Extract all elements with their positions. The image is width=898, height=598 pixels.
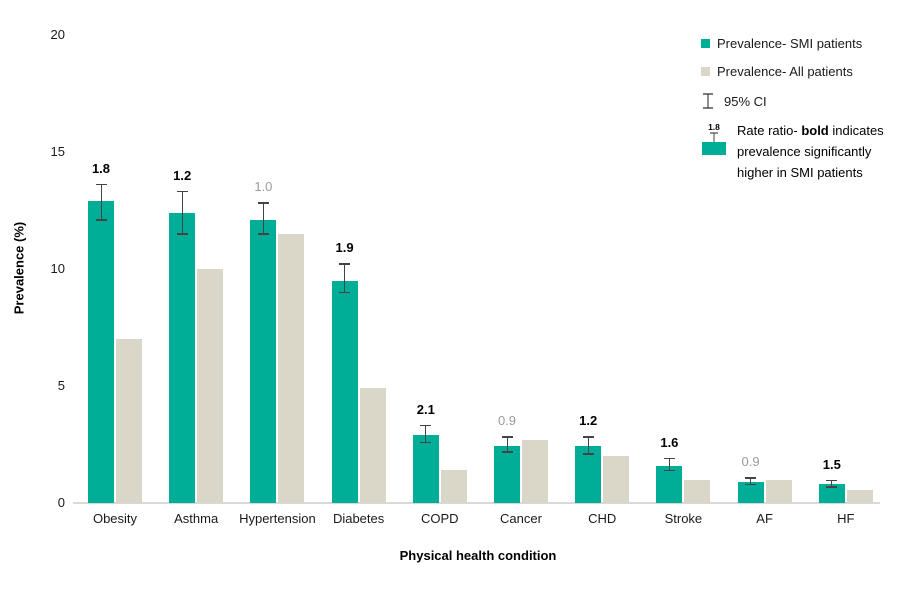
error-bar-bottom-cap-diabetes	[339, 291, 351, 294]
error-bar-hf	[831, 480, 833, 487]
error-bar-bottom-cap-hf	[826, 486, 838, 488]
rate-ratio-text-suffix: indicates prevalence significantly highe…	[737, 123, 884, 180]
y-tick-label: 10	[50, 261, 65, 276]
category-label-af: AF	[756, 511, 773, 526]
bar-smi-obesity	[88, 201, 114, 503]
rate-ratio-label-asthma: 1.2	[173, 167, 192, 183]
mini-error-bar-icon	[710, 132, 718, 142]
error-bar-top-cap-stroke	[663, 457, 675, 460]
bar-all-obesity	[116, 339, 142, 503]
error-bar-bottom-cap-hypertension	[257, 233, 269, 235]
legend-label-smi: Prevalence- SMI patients	[717, 36, 863, 51]
error-bar-top-cap-obesity	[95, 183, 107, 186]
error-bar-bottom-cap-obesity	[95, 219, 107, 221]
error-bar-top-cap-asthma	[176, 190, 188, 193]
error-bar-bottom-cap-copd	[420, 441, 432, 444]
legend-item-smi: Prevalence- SMI patients	[701, 36, 898, 51]
rate-ratio-label-cancer: 0.9	[497, 413, 517, 429]
category-label-hf: HF	[837, 511, 855, 526]
error-bar-bottom-cap-af	[745, 483, 757, 486]
error-bar-stroke	[668, 458, 670, 471]
legend-item-all: Prevalence- All patients	[701, 64, 898, 79]
legend-item-rate-ratio: 1.8 Rate ratio- bold indicates prevalenc…	[701, 120, 898, 183]
bar-smi-diabetes	[331, 280, 358, 503]
legend-label-rate-ratio: Rate ratio- bold indicates prevalence si…	[737, 120, 898, 183]
error-bar-chd	[587, 437, 589, 454]
rate-ratio-label-stroke: 1.6	[660, 434, 679, 450]
x-axis-title: Physical health condition	[399, 548, 557, 563]
error-bar-bottom-cap-stroke	[663, 469, 675, 472]
bar-smi-chd	[575, 445, 602, 503]
y-axis-title: Prevalence (%)	[11, 221, 27, 315]
rate-ratio-label-chd: 1.2	[579, 413, 598, 429]
error-bar-top-cap-copd	[420, 424, 432, 427]
rate-ratio-label-af: 0.9	[741, 454, 760, 470]
bar-all-diabetes	[359, 388, 386, 503]
error-bar-diabetes	[344, 264, 346, 293]
bar-all-af	[765, 480, 792, 503]
bar-all-copd	[440, 470, 467, 503]
legend-label-ci: 95% CI	[724, 93, 767, 109]
category-label-stroke: Stroke	[664, 511, 703, 526]
y-tick-label: 15	[50, 144, 65, 159]
bar-smi-cancer	[494, 445, 520, 503]
bar-all-hf	[846, 490, 873, 503]
category-label-chd: CHD	[588, 511, 617, 526]
category-label-asthma: Asthma	[174, 511, 219, 526]
rate-ratio-text-prefix: Rate ratio-	[737, 123, 802, 138]
error-bar-top-cap-chd	[582, 436, 594, 438]
category-label-copd: COPD	[421, 511, 459, 526]
error-bar-hypertension	[262, 203, 264, 234]
bar-all-stroke	[684, 479, 711, 503]
error-bar-top-cap-hypertension	[257, 202, 269, 204]
category-label-obesity: Obesity	[92, 511, 138, 526]
rate-ratio-icon-bar	[702, 142, 726, 155]
error-bar-top-cap-cancer	[501, 436, 513, 438]
error-bar-top-cap-hf	[826, 479, 838, 482]
rate-ratio-label-hf: 1.5	[822, 456, 841, 472]
legend: Prevalence- SMI patients Prevalence- All…	[701, 36, 898, 196]
y-tick-label: 0	[57, 495, 65, 510]
error-bar-copd	[425, 425, 427, 443]
error-bar-top-cap-diabetes	[339, 263, 351, 265]
bar-smi-hypertension	[250, 219, 277, 503]
smi-series-swatch-icon	[701, 39, 710, 48]
all-series-swatch-icon	[701, 67, 710, 76]
bar-smi-hf	[818, 484, 845, 503]
error-bar-af	[750, 478, 752, 485]
bar-all-chd	[603, 456, 630, 503]
bar-smi-af	[737, 481, 764, 503]
rate-ratio-icon-value: 1.8	[708, 122, 720, 132]
y-tick-label: 20	[50, 27, 65, 42]
error-bar-bottom-cap-asthma	[176, 233, 188, 235]
bar-all-hypertension	[278, 233, 305, 503]
category-label-hypertension: Hypertension	[239, 511, 316, 526]
legend-label-all: Prevalence- All patients	[717, 64, 853, 79]
bar-smi-stroke	[656, 465, 683, 503]
y-tick-label: 5	[57, 378, 65, 393]
category-label-diabetes: Diabetes	[332, 511, 385, 526]
rate-ratio-label-hypertension: 1.0	[254, 179, 273, 195]
error-bar-top-cap-af	[745, 477, 757, 479]
x-axis-line	[73, 502, 880, 504]
error-bar-bottom-cap-cancer	[501, 451, 513, 453]
rate-ratio-label-obesity: 1.8	[91, 160, 111, 176]
error-bar-asthma	[181, 191, 183, 234]
error-bar-bottom-cap-chd	[582, 453, 594, 455]
error-bar-obesity	[100, 184, 102, 220]
error-bar-cancer	[506, 437, 508, 452]
bar-all-asthma	[197, 269, 224, 503]
rate-ratio-label-copd: 2.1	[416, 401, 435, 417]
rate-ratio-label-diabetes: 1.9	[335, 240, 354, 256]
category-label-cancer: Cancer	[500, 511, 542, 526]
legend-item-ci: 95% CI	[701, 92, 898, 110]
bar-smi-asthma	[169, 212, 196, 503]
bar-all-cancer	[522, 439, 548, 503]
rate-ratio-icon: 1.8	[701, 120, 727, 155]
bar-smi-copd	[412, 435, 439, 503]
error-bar-icon	[703, 93, 713, 109]
rate-ratio-text-bold: bold	[801, 123, 829, 138]
